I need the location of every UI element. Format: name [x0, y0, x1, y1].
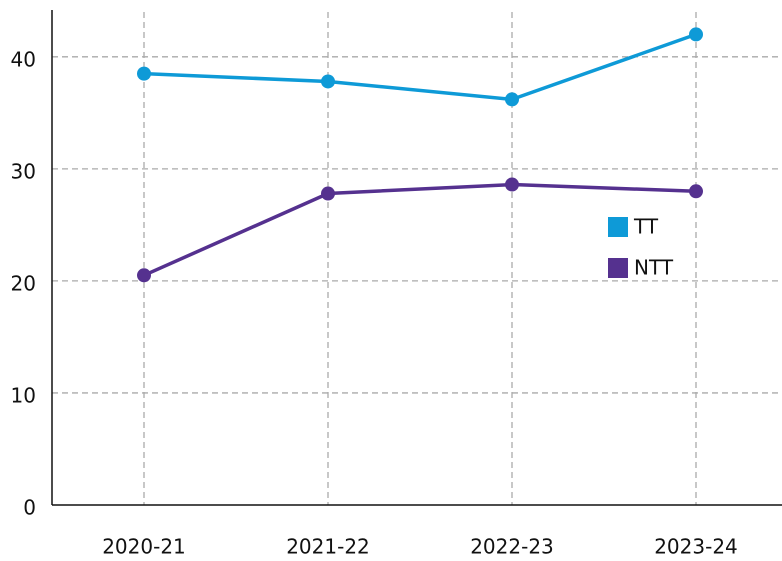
x-tick-label: 2023-24	[654, 535, 738, 559]
legend-label: NTT	[634, 256, 674, 280]
y-tick-label: 20	[11, 271, 36, 295]
data-point	[689, 184, 703, 199]
legend-label: TT	[633, 215, 659, 239]
data-point	[137, 268, 151, 283]
legend-swatch	[608, 217, 628, 237]
x-tick-label: 2020-21	[102, 535, 186, 559]
data-point	[505, 177, 519, 192]
y-tick-label: 40	[11, 47, 36, 71]
series-line	[143, 182, 697, 277]
data-point	[321, 74, 335, 89]
x-tick-label: 2022-23	[470, 535, 554, 559]
series-line	[143, 32, 697, 102]
y-tick-label: 30	[11, 159, 36, 183]
legend-swatch	[608, 258, 628, 278]
y-tick-label: 10	[11, 383, 36, 407]
data-point	[689, 27, 703, 42]
data-point	[505, 92, 519, 107]
x-tick-label: 2021-22	[286, 535, 370, 559]
data-point	[137, 66, 151, 81]
data-point	[321, 186, 335, 201]
y-tick-label: 0	[23, 496, 36, 520]
